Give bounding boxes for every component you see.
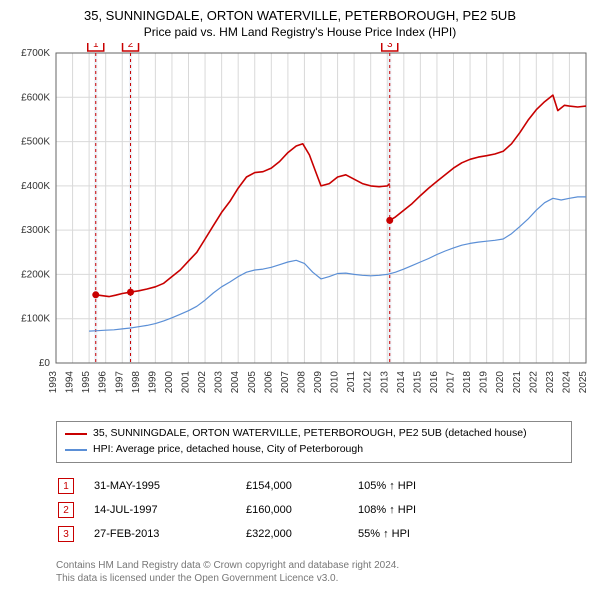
svg-text:1996: 1996	[98, 371, 109, 394]
chart-title-block: 35, SUNNINGDALE, ORTON WATERVILLE, PETER…	[8, 8, 592, 39]
svg-text:2005: 2005	[247, 371, 258, 394]
svg-text:£700K: £700K	[21, 48, 50, 59]
svg-text:2000: 2000	[164, 371, 175, 394]
sale-pct: 105% ↑ HPI	[358, 475, 478, 497]
svg-text:2024: 2024	[561, 371, 572, 394]
legend-swatch	[65, 449, 87, 451]
svg-text:2010: 2010	[330, 371, 341, 394]
svg-text:2015: 2015	[412, 371, 423, 394]
svg-text:2009: 2009	[313, 371, 324, 394]
svg-text:3: 3	[387, 43, 393, 50]
sale-date: 14-JUL-1997	[94, 499, 244, 521]
sale-marker-badge: 1	[58, 478, 74, 494]
svg-text:2013: 2013	[379, 371, 390, 394]
svg-text:£400K: £400K	[21, 181, 50, 192]
svg-text:£300K: £300K	[21, 225, 50, 236]
sale-price: £160,000	[246, 499, 356, 521]
sale-row: 3 27-FEB-2013£322,00055% ↑ HPI	[58, 523, 478, 545]
svg-text:2023: 2023	[545, 371, 556, 394]
sale-price: £154,000	[246, 475, 356, 497]
svg-text:1997: 1997	[114, 371, 125, 394]
svg-text:£100K: £100K	[21, 314, 50, 325]
legend-text: HPI: Average price, detached house, City…	[93, 442, 363, 458]
svg-text:2025: 2025	[578, 371, 589, 394]
legend-swatch	[65, 433, 87, 435]
legend-box: 35, SUNNINGDALE, ORTON WATERVILLE, PETER…	[56, 421, 572, 463]
sale-pct: 55% ↑ HPI	[358, 523, 478, 545]
svg-text:£500K: £500K	[21, 137, 50, 148]
legend-text: 35, SUNNINGDALE, ORTON WATERVILLE, PETER…	[93, 426, 527, 442]
svg-text:2019: 2019	[479, 371, 490, 394]
svg-text:2004: 2004	[230, 371, 241, 394]
svg-text:2011: 2011	[346, 371, 357, 393]
legend-row: 35, SUNNINGDALE, ORTON WATERVILLE, PETER…	[65, 426, 563, 442]
sales-table: 1 31-MAY-1995£154,000105% ↑ HPI 2 14-JUL-19…	[56, 473, 480, 547]
svg-text:£0: £0	[39, 358, 51, 369]
svg-text:2012: 2012	[363, 371, 374, 394]
svg-text:2008: 2008	[296, 371, 307, 394]
svg-text:2007: 2007	[280, 371, 291, 394]
svg-text:2003: 2003	[214, 371, 225, 394]
svg-text:1994: 1994	[65, 371, 76, 394]
sale-row: 1 31-MAY-1995£154,000105% ↑ HPI	[58, 475, 478, 497]
sale-date: 31-MAY-1995	[94, 475, 244, 497]
svg-text:2002: 2002	[197, 371, 208, 394]
legend-row: HPI: Average price, detached house, City…	[65, 442, 563, 458]
footer-line-2: This data is licensed under the Open Gov…	[56, 572, 572, 586]
sale-pct: 108% ↑ HPI	[358, 499, 478, 521]
footer-attribution: Contains HM Land Registry data © Crown c…	[56, 559, 572, 586]
svg-text:2014: 2014	[396, 371, 407, 394]
svg-text:1998: 1998	[131, 371, 142, 394]
sale-price: £322,000	[246, 523, 356, 545]
price-chart-svg: £0 £100K £200K £300K £400K £500K £600K £700K 199…	[8, 43, 592, 413]
title-line-1: 35, SUNNINGDALE, ORTON WATERVILLE, PETER…	[8, 8, 592, 23]
footer-line-1: Contains HM Land Registry data © Crown c…	[56, 559, 572, 573]
svg-text:£600K: £600K	[21, 92, 50, 103]
sale-row: 2 14-JUL-1997£160,000108% ↑ HPI	[58, 499, 478, 521]
svg-text:2020: 2020	[495, 371, 506, 394]
chart-area: £0 £100K £200K £300K £400K £500K £600K £700K 199…	[8, 43, 592, 413]
svg-text:2022: 2022	[528, 371, 539, 394]
svg-text:£200K: £200K	[21, 269, 50, 280]
svg-text:1995: 1995	[81, 371, 92, 394]
svg-text:2016: 2016	[429, 371, 440, 394]
svg-text:2017: 2017	[446, 371, 457, 394]
title-line-2: Price paid vs. HM Land Registry's House …	[8, 25, 592, 39]
svg-text:2006: 2006	[263, 371, 274, 394]
svg-text:2001: 2001	[181, 371, 192, 394]
svg-text:1: 1	[93, 43, 99, 50]
svg-text:1993: 1993	[48, 371, 59, 394]
sale-marker-badge: 2	[58, 502, 74, 518]
svg-text:2021: 2021	[512, 371, 523, 394]
svg-text:2: 2	[128, 43, 134, 50]
sale-date: 27-FEB-2013	[94, 523, 244, 545]
svg-text:1999: 1999	[147, 371, 158, 394]
sale-marker-badge: 3	[58, 526, 74, 542]
svg-text:2018: 2018	[462, 371, 473, 394]
